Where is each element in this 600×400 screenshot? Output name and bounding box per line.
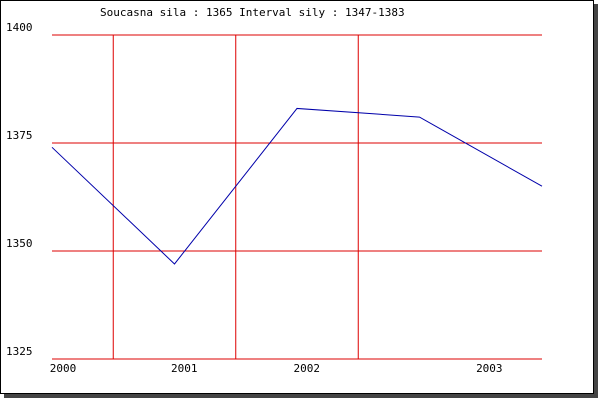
x-tick-label: 2001 (171, 362, 198, 375)
x-tick-label: 2003 (476, 362, 503, 375)
x-tick-label: 2000 (50, 362, 77, 375)
y-tick-label: 1325 (6, 345, 33, 358)
y-tick-label: 1350 (6, 237, 33, 250)
frame (0, 0, 594, 394)
y-tick-label: 1375 (6, 129, 33, 142)
y-tick-label: 1400 (6, 21, 33, 34)
data-line (51, 107, 543, 265)
chart-title: Soucasna sila : 1365 Interval sily : 134… (100, 6, 405, 19)
x-tick-label: 2002 (294, 362, 321, 375)
